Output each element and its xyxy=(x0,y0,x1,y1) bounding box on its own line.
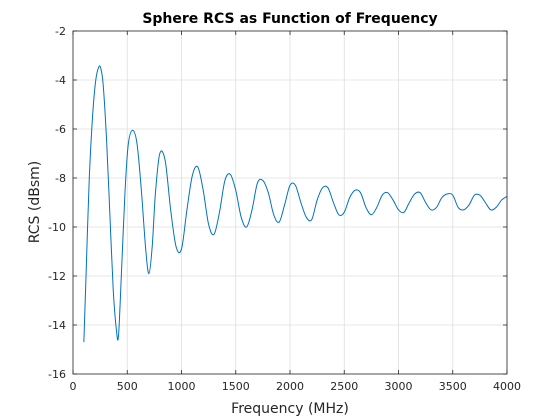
x-tick-label: 1500 xyxy=(222,380,250,393)
x-tick-label: 3000 xyxy=(385,380,413,393)
x-tick-label: 0 xyxy=(70,380,77,393)
tick-labels: 0 500 1000 1500 2000 2500 3000 3500 4000 -16 -14 -1… xyxy=(48,25,521,393)
x-tick-label: 3500 xyxy=(439,380,467,393)
y-tick-label: -14 xyxy=(48,319,66,332)
x-tick-label: 500 xyxy=(117,380,138,393)
x-tick-label: 4000 xyxy=(493,380,521,393)
chart-title: Sphere RCS as Function of Frequency xyxy=(142,11,437,27)
y-tick-label: -12 xyxy=(48,270,66,283)
y-tick-label: -6 xyxy=(55,123,66,136)
plot-area-box xyxy=(72,30,508,375)
x-tick-label: 2500 xyxy=(330,380,358,393)
y-tick-label: -2 xyxy=(55,25,66,38)
x-axis-label: Frequency (MHz) xyxy=(231,401,349,417)
y-tick-label: -10 xyxy=(48,221,66,234)
y-axis-label: RCS (dBsm) xyxy=(27,161,43,244)
y-tick-label: -16 xyxy=(48,368,66,381)
rcs-series-line xyxy=(83,65,508,343)
x-tick-label: 1000 xyxy=(168,380,196,393)
y-tick-label: -4 xyxy=(55,74,66,87)
y-tick-label: -8 xyxy=(55,172,66,185)
x-tick-label: 2000 xyxy=(276,380,304,393)
